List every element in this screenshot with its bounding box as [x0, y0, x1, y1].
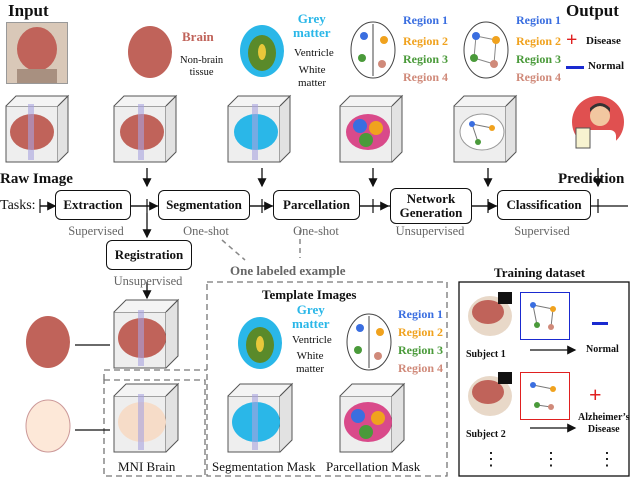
step-parcellation-label: Parcellation [283, 197, 350, 213]
template-region-2: Region 2 [398, 325, 443, 339]
step-extraction-label: Extraction [63, 197, 123, 213]
subject2-network [520, 372, 570, 420]
supervision-segmentation: One-shot [183, 224, 229, 238]
step-network-generation: Network Generation [390, 188, 472, 224]
cube-extraction [108, 94, 178, 166]
subject2-head [464, 370, 516, 422]
subject2-plus-icon: + [589, 382, 602, 407]
cube-mni [108, 382, 180, 456]
step-registration-label: Registration [114, 247, 184, 263]
subject1-label: Subject 1 [466, 349, 506, 360]
normal-legend: Normal [588, 60, 625, 72]
region-4-top: Region 4 [403, 70, 448, 84]
region-2-top: Region 2 [403, 34, 448, 48]
region-3-top: Region 3 [403, 52, 448, 66]
raw-image-label: Raw Image [0, 171, 73, 187]
tasks-label: Tasks: [0, 198, 36, 213]
step-segmentation: Segmentation [158, 190, 250, 220]
brain-annotation: Brain [182, 29, 214, 44]
output-label: Output [566, 1, 619, 20]
input-label: Input [8, 1, 49, 20]
supervision-extraction: Supervised [68, 224, 124, 238]
cube-segmentation [222, 94, 292, 166]
template-grey-matter: Grey matter [292, 302, 330, 331]
parc-mask-label: Parcellation Mask [326, 459, 421, 474]
raw-slice [6, 22, 68, 84]
normal-minus-icon [566, 66, 584, 69]
supervision-parcellation: One-shot [293, 224, 339, 238]
step-classification-label: Classification [506, 197, 582, 213]
brain-slice [120, 22, 180, 82]
step-network-generation-label: Network Generation [399, 191, 463, 220]
one-labeled-example: One labeled example [230, 263, 346, 278]
template-parc-slice [342, 310, 396, 374]
mni-slice-red [20, 312, 76, 372]
region-3-net: Region 3 [516, 52, 561, 66]
region-1-net: Region 1 [516, 13, 561, 27]
dots-2: ⋮ [542, 449, 560, 469]
step-parcellation: Parcellation [273, 190, 360, 220]
template-white-matter: White matter [296, 350, 325, 375]
region-1-top: Region 1 [403, 13, 448, 27]
ventricle-annotation: Ventricle [294, 47, 334, 59]
region-4-net: Region 4 [516, 70, 561, 84]
cube-parc-mask [334, 382, 406, 456]
prediction-label: Prediction [558, 171, 625, 187]
mni-slice-skin [20, 396, 76, 456]
disease-plus-icon: + [566, 29, 578, 51]
supervision-registration: Unsupervised [113, 274, 183, 288]
dots-3: ⋮ [598, 449, 616, 469]
step-extraction: Extraction [55, 190, 131, 220]
template-region-4: Region 4 [398, 361, 443, 375]
template-ventricle: Ventricle [292, 334, 332, 346]
region-2-net: Region 2 [516, 34, 561, 48]
grey-matter-annotation: Grey matter [293, 11, 331, 40]
seg-mask-label: Segmentation Mask [212, 459, 316, 474]
subject1-head [464, 290, 516, 342]
subject1-network [520, 292, 570, 340]
dots-1: ⋮ [482, 449, 500, 469]
cube-seg-mask [222, 382, 294, 456]
subject2-result: Alzheimer’s Disease [578, 412, 630, 435]
doctor-icon [570, 94, 626, 158]
template-region-1: Region 1 [398, 307, 443, 321]
white-matter-annotation: White matter [298, 64, 327, 89]
step-segmentation-label: Segmentation [166, 197, 242, 213]
supervision-classification: Supervised [514, 224, 570, 238]
supervision-network: Unsupervised [395, 224, 465, 238]
step-registration: Registration [106, 240, 192, 270]
parcellation-slice [346, 18, 400, 82]
subject2-label: Subject 2 [466, 429, 506, 440]
subject1-minus-icon [592, 322, 608, 325]
cube-parcellation [334, 94, 404, 166]
training-dataset-title: Training dataset [494, 265, 586, 280]
network-slice [458, 18, 514, 82]
template-images-title: Template Images [262, 287, 357, 302]
cube-registration [108, 298, 180, 372]
cube-raw [0, 94, 70, 166]
non-brain-annotation: Non-brain tissue [180, 55, 224, 79]
subject1-result: Normal [586, 344, 619, 355]
disease-legend: Disease [586, 35, 621, 47]
template-region-3: Region 3 [398, 343, 443, 357]
step-classification: Classification [497, 190, 591, 220]
cube-network [448, 94, 518, 166]
segmentation-slice [233, 20, 291, 82]
template-seg-slice [232, 312, 288, 374]
mni-brain-label: MNI Brain [118, 459, 176, 474]
